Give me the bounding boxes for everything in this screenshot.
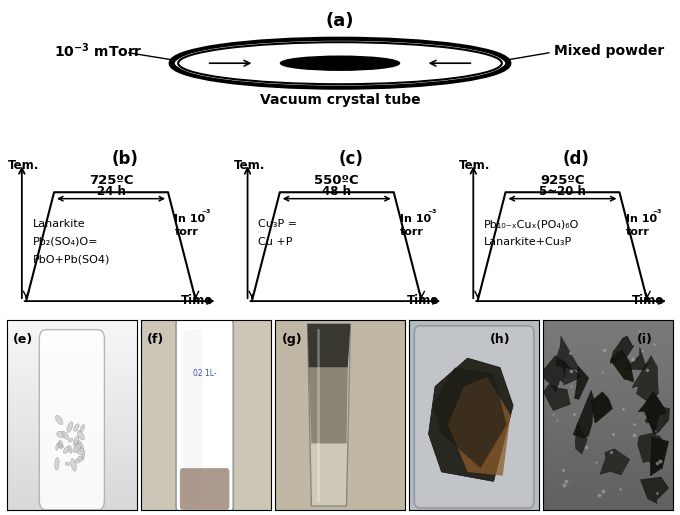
Text: Pb₁₀₋ₓCuₓ(PO₄)₆O: Pb₁₀₋ₓCuₓ(PO₄)₆O [484,219,579,229]
FancyBboxPatch shape [414,326,534,508]
Text: 725ºC: 725ºC [89,174,133,186]
Polygon shape [639,391,666,434]
Ellipse shape [178,42,502,84]
Text: 24 h: 24 h [97,185,126,198]
Ellipse shape [63,432,69,439]
Ellipse shape [77,456,84,461]
Text: (f): (f) [148,333,165,347]
Ellipse shape [56,431,65,438]
Polygon shape [645,406,670,433]
Text: $\mathbf{10^{-3}}$ mTorr: $\mathbf{10^{-3}}$ mTorr [54,42,143,60]
Text: In 10: In 10 [626,214,657,225]
Polygon shape [448,377,511,476]
FancyBboxPatch shape [180,468,229,510]
Text: In 10: In 10 [401,214,431,225]
Text: Lanarkite+Cu₃P: Lanarkite+Cu₃P [484,237,573,247]
Text: 550ºC: 550ºC [314,174,359,186]
Ellipse shape [71,459,76,471]
Text: torr: torr [626,227,650,237]
Polygon shape [626,347,652,370]
Text: Cu₃P =: Cu₃P = [258,219,297,229]
Ellipse shape [280,56,400,70]
Polygon shape [591,392,613,423]
Polygon shape [307,324,350,368]
Text: torr: torr [401,227,424,237]
Polygon shape [556,336,581,371]
Polygon shape [540,356,566,392]
Polygon shape [573,390,594,438]
Ellipse shape [74,441,80,449]
Text: Lanarkite: Lanarkite [33,219,85,229]
Text: (g): (g) [282,333,302,347]
Text: Time: Time [407,294,439,307]
Text: Tem.: Tem. [8,159,39,171]
Polygon shape [600,449,630,475]
Polygon shape [428,358,513,482]
Ellipse shape [68,438,73,442]
Ellipse shape [65,462,70,466]
Text: Vacuum crystal tube: Vacuum crystal tube [260,93,420,107]
Text: Mixed powder: Mixed powder [554,44,664,58]
FancyBboxPatch shape [176,318,233,512]
Ellipse shape [73,436,79,445]
Text: torr: torr [175,227,199,237]
Text: ⁻³: ⁻³ [201,209,211,219]
Text: PbO+Pb(SO4): PbO+Pb(SO4) [33,254,110,265]
Text: 5~20 h: 5~20 h [539,185,586,198]
Text: Pb₂(SO₄)O=: Pb₂(SO₄)O= [33,237,98,247]
Polygon shape [611,351,634,382]
Polygon shape [432,368,507,468]
Polygon shape [575,423,588,454]
Text: In 10: In 10 [175,214,205,225]
Text: ⁻³: ⁻³ [653,209,662,219]
Polygon shape [543,384,571,410]
Text: 02 1L-: 02 1L- [193,369,216,378]
Ellipse shape [178,42,502,84]
Ellipse shape [75,459,80,463]
Text: (b): (b) [112,150,139,168]
Ellipse shape [56,443,58,450]
Polygon shape [638,432,662,468]
Polygon shape [307,324,350,506]
FancyBboxPatch shape [184,330,202,504]
Text: Time: Time [632,294,664,307]
Ellipse shape [73,443,81,453]
Polygon shape [650,437,668,476]
Polygon shape [575,366,589,399]
Ellipse shape [63,447,69,453]
Ellipse shape [78,431,84,440]
Text: (c): (c) [339,150,363,168]
Text: Time: Time [181,294,213,307]
FancyBboxPatch shape [39,330,105,510]
Ellipse shape [67,422,73,433]
Ellipse shape [57,443,63,449]
Ellipse shape [60,440,63,447]
Text: Tem.: Tem. [234,159,265,171]
Polygon shape [309,368,347,443]
Ellipse shape [82,454,84,459]
Text: (d): (d) [563,150,590,168]
Text: (i): (i) [636,333,653,347]
Polygon shape [610,336,634,364]
Ellipse shape [73,424,79,431]
Ellipse shape [75,447,85,455]
Text: 925ºC: 925ºC [540,174,585,186]
Ellipse shape [69,445,72,453]
Text: ⁻³: ⁻³ [427,209,437,219]
Text: (a): (a) [326,12,354,30]
Text: (e): (e) [14,333,33,347]
Polygon shape [632,355,658,401]
Ellipse shape [77,440,84,453]
Text: 48 h: 48 h [322,185,352,198]
Text: Tem.: Tem. [459,159,491,171]
Polygon shape [562,360,582,385]
Ellipse shape [56,415,63,425]
Text: (h): (h) [490,333,510,347]
Ellipse shape [58,441,62,448]
Ellipse shape [80,424,84,433]
Text: Cu +P: Cu +P [258,237,293,247]
Ellipse shape [173,40,507,87]
Ellipse shape [55,457,59,470]
Polygon shape [641,477,668,504]
